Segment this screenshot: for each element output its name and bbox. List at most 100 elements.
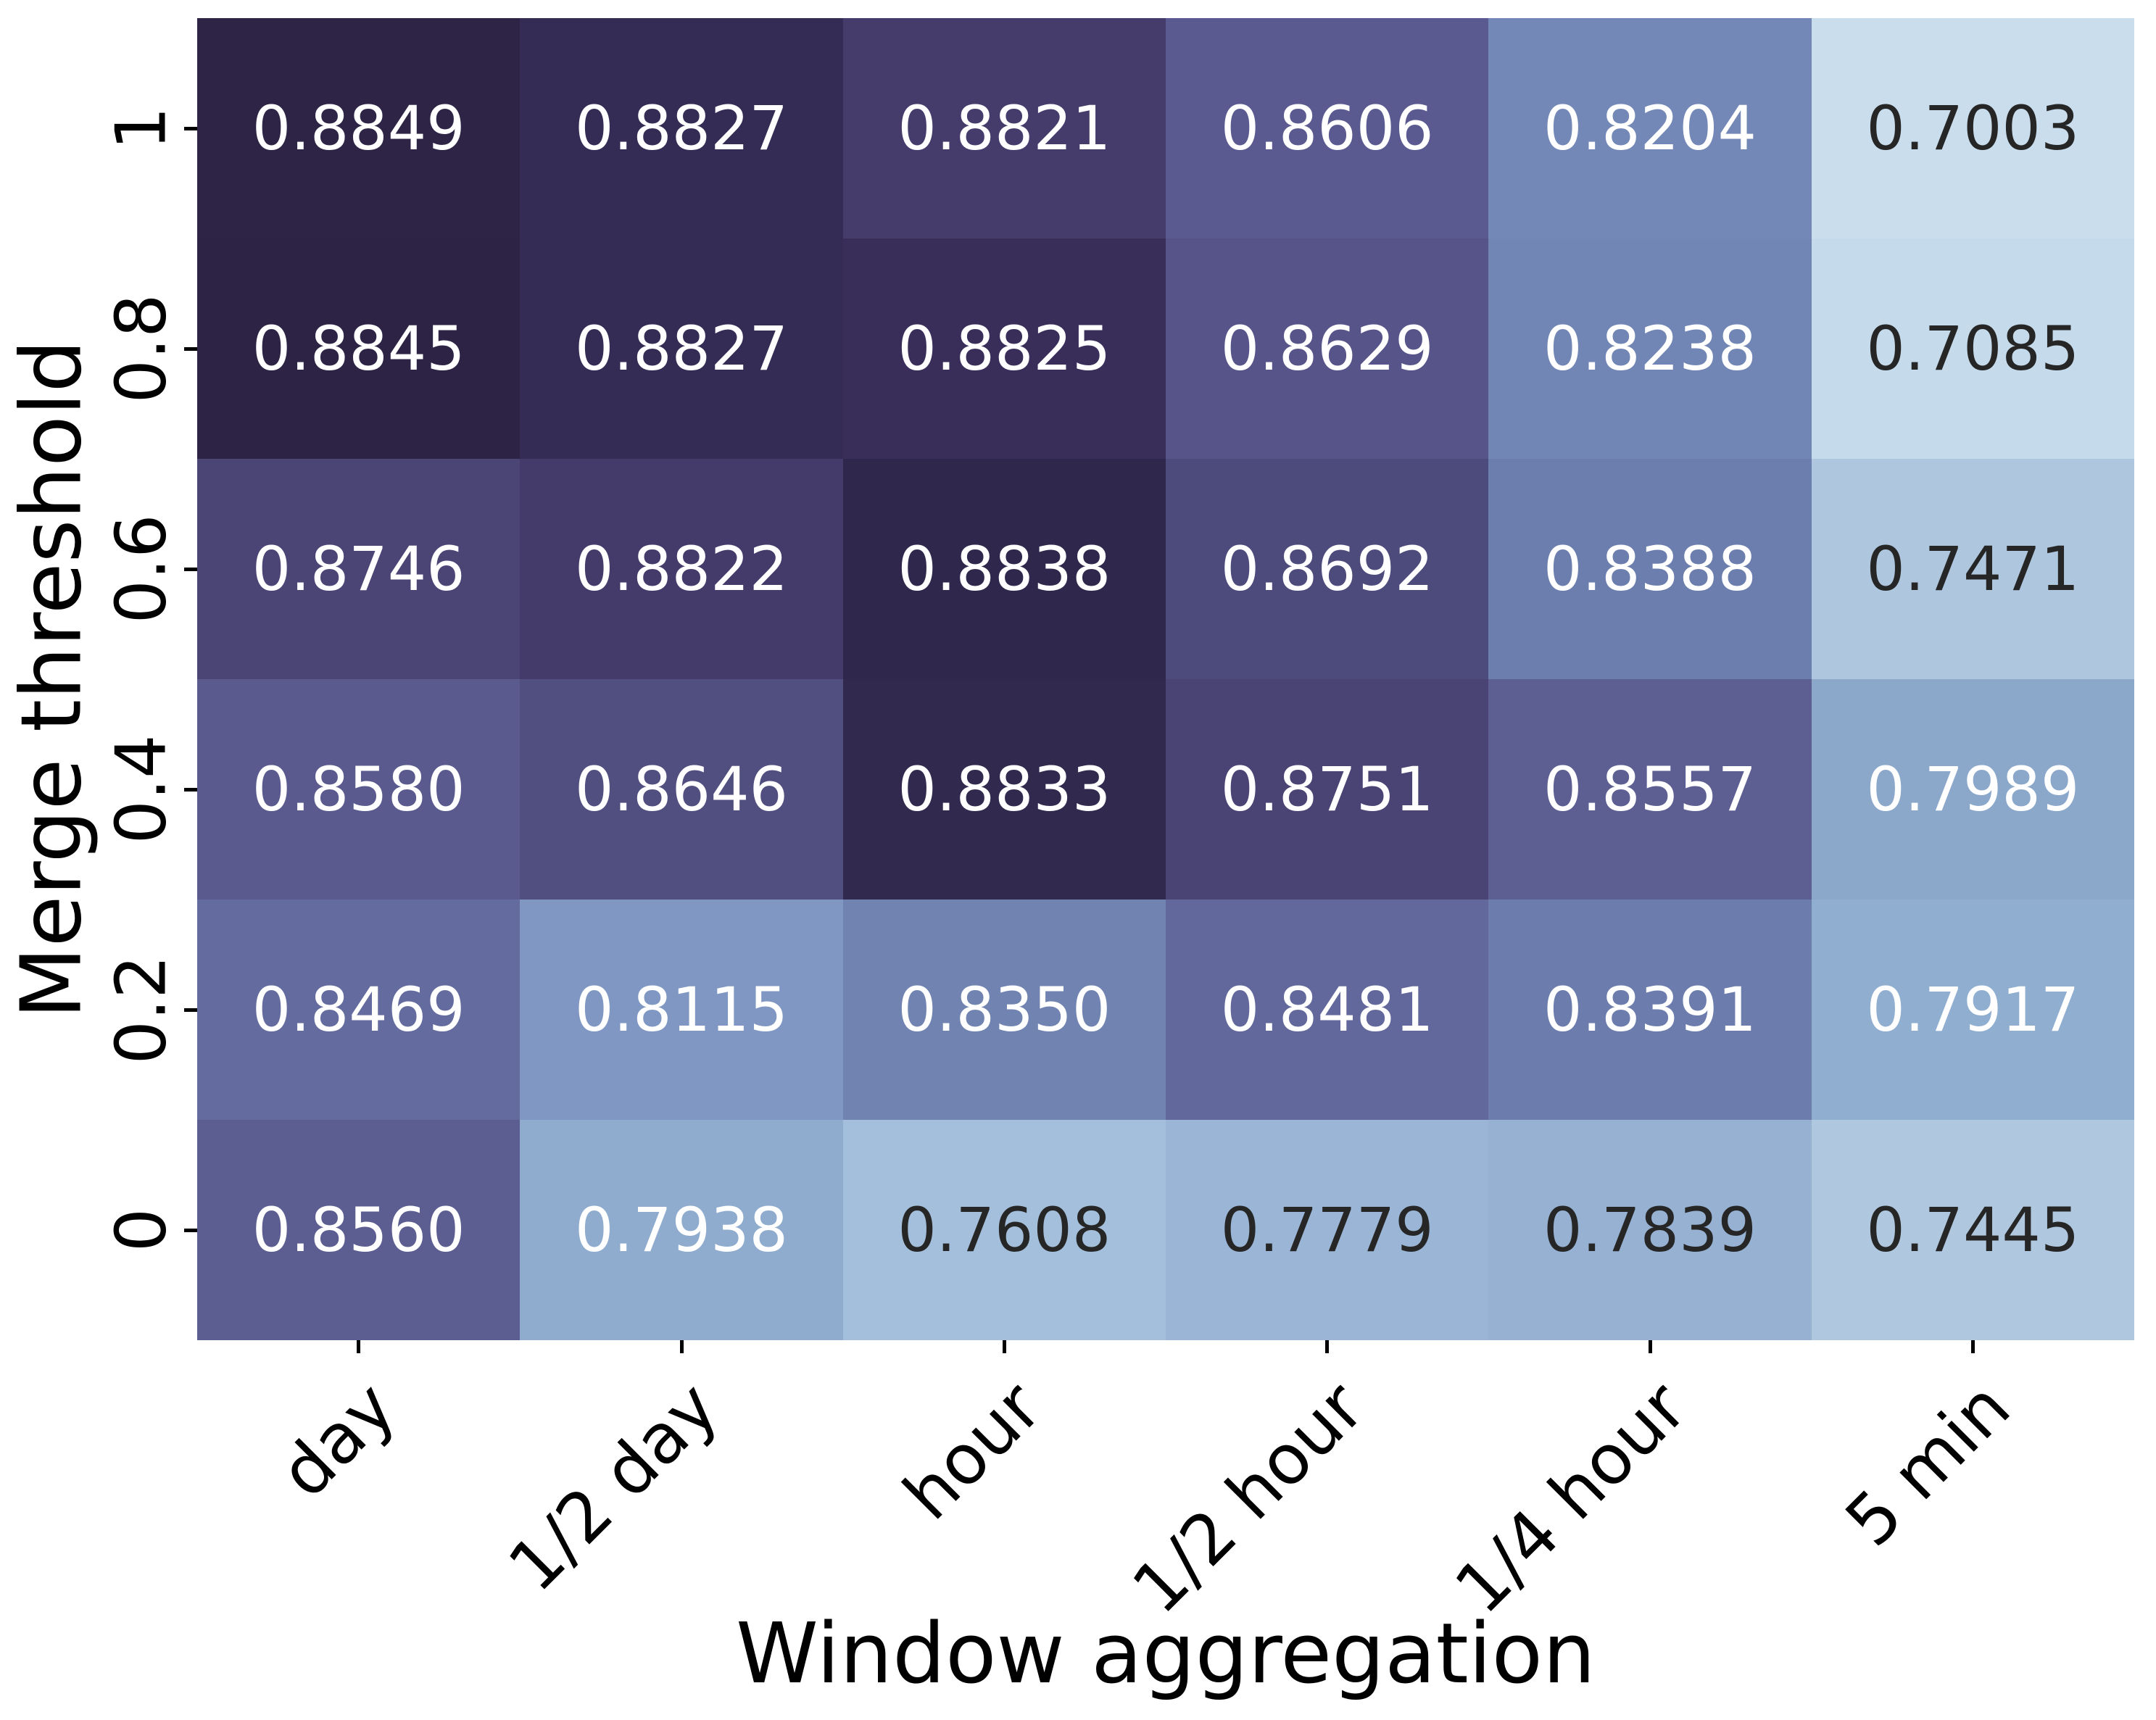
cell-value: 0.7445 [1866, 1195, 2080, 1266]
cell-value: 0.8838 [897, 533, 1111, 605]
y-tick-mark [184, 1008, 197, 1012]
cell-value: 0.8646 [575, 754, 788, 825]
heatmap-cell: 0.8606 [1166, 18, 1489, 238]
cell-value: 0.8827 [575, 93, 788, 164]
heatmap-cell: 0.7989 [1811, 679, 2134, 900]
x-tick-label-5-min: 5 min [1830, 1367, 2026, 1562]
cell-value: 0.8557 [1543, 754, 1757, 825]
cell-value: 0.7608 [897, 1195, 1111, 1266]
heatmap-cell: 0.8388 [1488, 459, 1812, 679]
heatmap-cell: 0.8469 [197, 900, 521, 1120]
x-tick-label-hour: hour [888, 1367, 1057, 1535]
x-tick-label-1-4-hour: 1/4 hour [1440, 1367, 1703, 1629]
heatmap-cell: 0.8580 [197, 679, 521, 900]
y-tick-mark [184, 1228, 197, 1232]
heatmap-cell: 0.8821 [842, 18, 1166, 238]
cell-value: 0.8821 [897, 93, 1111, 164]
cell-value: 0.7989 [1866, 754, 2080, 825]
heatmap-cell: 0.8238 [1488, 238, 1812, 459]
y-tick-mark [184, 787, 197, 792]
y-tick-mark [184, 346, 197, 351]
heatmap-cell: 0.7003 [1811, 18, 2134, 238]
heatmap-cell: 0.7445 [1811, 1120, 2134, 1340]
heatmap-cell: 0.8391 [1488, 900, 1812, 1120]
cell-value: 0.8827 [575, 313, 788, 384]
heatmap-cell: 0.7085 [1811, 238, 2134, 459]
cell-value: 0.7471 [1866, 533, 2080, 605]
cell-value: 0.8204 [1543, 93, 1757, 164]
x-tick-mark [1648, 1340, 1652, 1353]
cell-value: 0.8751 [1220, 754, 1434, 825]
x-tick-label-day: day [265, 1367, 411, 1513]
y-tick-mark [184, 567, 197, 571]
cell-value: 0.8825 [897, 313, 1111, 384]
y-tick-mark [184, 126, 197, 130]
cell-value: 0.8849 [252, 93, 465, 164]
heatmap-cell: 0.8822 [520, 459, 843, 679]
cell-value: 0.7779 [1220, 1195, 1434, 1266]
y-tick-label-0: 0 [101, 1208, 182, 1252]
cell-value: 0.8833 [897, 754, 1111, 825]
heatmap-cell: 0.8692 [1166, 459, 1489, 679]
x-tick-mark [1970, 1340, 1975, 1353]
heatmap-cell: 0.8560 [197, 1120, 521, 1340]
heatmap-cell: 0.7839 [1488, 1120, 1812, 1340]
cell-value: 0.8629 [1220, 313, 1434, 384]
heatmap-cell: 0.8481 [1166, 900, 1489, 1120]
x-tick-mark [1325, 1340, 1330, 1353]
cell-value: 0.8845 [252, 313, 465, 384]
y-tick-label-1: 1 [101, 106, 182, 151]
x-tick-label-1-2-day: 1/2 day [494, 1367, 734, 1608]
heatmap-cell: 0.8350 [842, 900, 1166, 1120]
heatmap-cell: 0.8845 [197, 238, 521, 459]
heatmap-cell: 0.8751 [1166, 679, 1489, 900]
heatmap-cell: 0.8827 [520, 238, 843, 459]
cell-value: 0.8469 [252, 974, 465, 1045]
heatmap-grid: 0.8849 0.8827 0.8821 0.8606 0.8204 0.7003 0.88… [197, 18, 2134, 1340]
x-axis-title: Window aggregation [736, 1605, 1596, 1703]
heatmap-cell: 0.7917 [1811, 900, 2134, 1120]
x-tick-mark [1002, 1340, 1006, 1353]
heatmap-cell: 0.8629 [1166, 238, 1489, 459]
cell-value: 0.8391 [1543, 974, 1757, 1045]
cell-value: 0.8692 [1220, 533, 1434, 605]
heatmap-cell: 0.8833 [842, 679, 1166, 900]
x-tick-mark [357, 1340, 361, 1353]
heatmap-cell: 0.8827 [520, 18, 843, 238]
heatmap-cell: 0.7471 [1811, 459, 2134, 679]
cell-value: 0.8822 [575, 533, 788, 605]
cell-value: 0.8580 [252, 754, 465, 825]
heatmap-cell: 0.8557 [1488, 679, 1812, 900]
cell-value: 0.8481 [1220, 974, 1434, 1045]
cell-value: 0.7839 [1543, 1195, 1757, 1266]
cell-value: 0.8560 [252, 1195, 465, 1266]
y-tick-label-0-8: 0.8 [101, 294, 182, 404]
cell-value: 0.8350 [897, 974, 1111, 1045]
cell-value: 0.7917 [1866, 974, 2080, 1045]
cell-value: 0.8606 [1220, 93, 1434, 164]
heatmap-cell: 0.8746 [197, 459, 521, 679]
heatmap-cell: 0.8115 [520, 900, 843, 1120]
cell-value: 0.8388 [1543, 533, 1757, 605]
heatmap-cell: 0.8849 [197, 18, 521, 238]
cell-value: 0.8238 [1543, 313, 1757, 384]
heatmap-cell: 0.7608 [842, 1120, 1166, 1340]
heatmap-cell: 0.8204 [1488, 18, 1812, 238]
x-tick-mark [679, 1340, 684, 1353]
cell-value: 0.7085 [1866, 313, 2080, 384]
cell-value: 0.8115 [575, 974, 788, 1045]
cell-value: 0.7003 [1866, 93, 2080, 164]
cell-value: 0.7938 [575, 1195, 788, 1266]
heatmap-cell: 0.8838 [842, 459, 1166, 679]
x-tick-label-1-2-hour: 1/2 hour [1117, 1367, 1380, 1629]
y-tick-label-0-6: 0.6 [101, 514, 182, 624]
heatmap-cell: 0.8825 [842, 238, 1166, 459]
heatmap-cell: 0.7938 [520, 1120, 843, 1340]
y-tick-label-0-2: 0.2 [101, 955, 182, 1065]
y-tick-label-0-4: 0.4 [101, 734, 182, 844]
heatmap-cell: 0.8646 [520, 679, 843, 900]
cell-value: 0.8746 [252, 533, 465, 605]
heatmap-cell: 0.7779 [1166, 1120, 1489, 1340]
y-axis-title: Merge threshold [3, 339, 101, 1019]
